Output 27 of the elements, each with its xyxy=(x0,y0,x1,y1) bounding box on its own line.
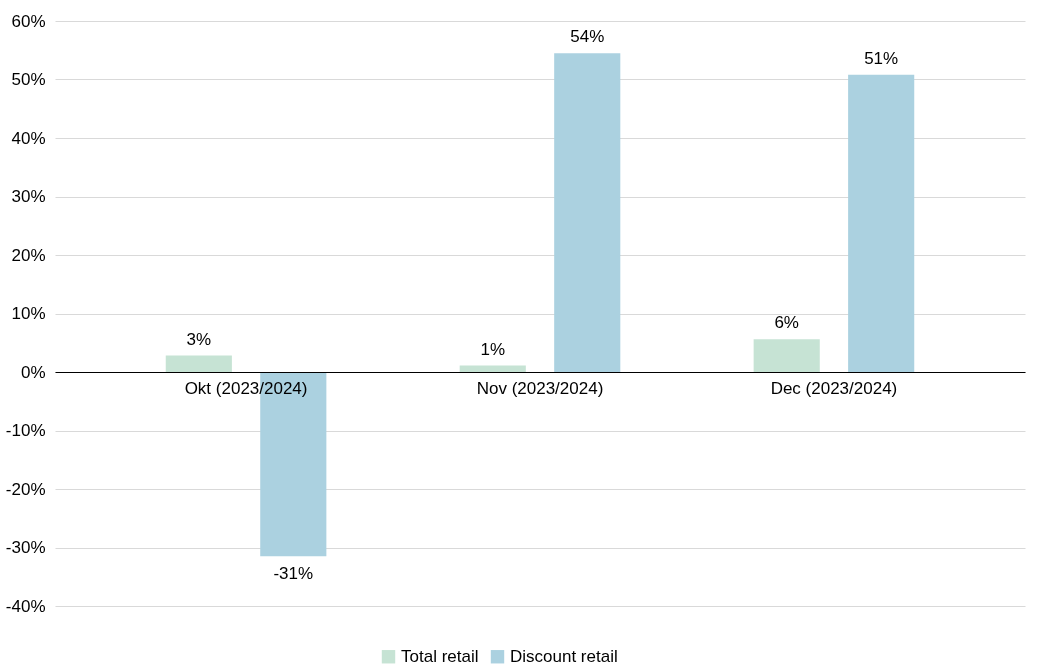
data-label: 3% xyxy=(186,329,212,349)
y-tick-label: 60% xyxy=(11,11,46,31)
y-tick-label: 0% xyxy=(20,362,46,382)
y-tick-label: 50% xyxy=(11,70,46,89)
data-label: 6% xyxy=(774,313,799,333)
data-label: 51% xyxy=(864,48,899,68)
data-label: 54% xyxy=(570,27,605,47)
legend-label: Discount retail xyxy=(510,646,618,666)
data-label: 1% xyxy=(480,339,506,359)
x-tick-label: Okt (2023/2024) xyxy=(184,378,308,398)
x-tick-label: Dec (2023/2024) xyxy=(770,378,898,398)
bar xyxy=(554,53,621,372)
y-tick-label: 40% xyxy=(11,128,46,148)
x-tick-label: Nov (2023/2024) xyxy=(476,378,604,398)
legend-label: Total retail xyxy=(401,646,479,666)
y-tick-label: -10% xyxy=(5,421,46,440)
bar xyxy=(459,365,526,372)
y-tick-label: 20% xyxy=(11,245,46,265)
y-tick-label: 10% xyxy=(11,304,46,323)
bar xyxy=(753,339,820,372)
y-tick-label: -30% xyxy=(5,538,46,557)
y-tick-label: -40% xyxy=(5,596,46,616)
y-tick-label: -20% xyxy=(5,479,46,499)
bar xyxy=(848,74,915,372)
data-label: -31% xyxy=(273,564,314,584)
y-tick-label: 30% xyxy=(11,187,46,206)
bar xyxy=(165,355,232,372)
